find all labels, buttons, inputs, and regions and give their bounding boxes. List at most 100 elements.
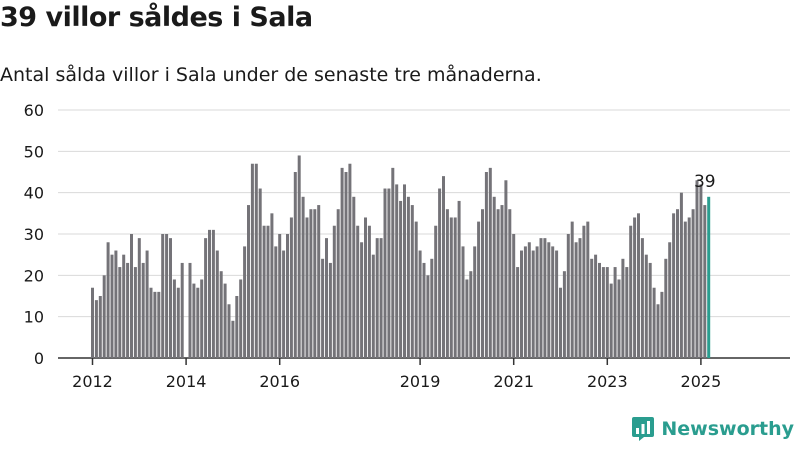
- bar: [656, 304, 660, 358]
- bar: [570, 221, 574, 358]
- bar: [590, 258, 594, 358]
- bar: [703, 205, 707, 358]
- bar: [484, 172, 488, 358]
- bar: [169, 238, 172, 358]
- bar: [102, 275, 106, 358]
- bar: [161, 234, 165, 358]
- bar: [594, 254, 598, 358]
- bar: [286, 234, 289, 358]
- bar: [559, 287, 562, 358]
- bar: [691, 209, 695, 358]
- bar: [200, 279, 204, 358]
- bar: [247, 205, 250, 358]
- bar: [149, 287, 153, 358]
- bar: [555, 250, 559, 358]
- bar: [406, 196, 410, 358]
- bar: [562, 271, 566, 358]
- bar: [98, 296, 102, 358]
- bar: [617, 279, 621, 358]
- bar: [637, 213, 640, 358]
- bar: [348, 163, 352, 358]
- bar: [344, 172, 348, 358]
- brand-label: Newsworthy: [661, 418, 794, 440]
- bar: [500, 205, 504, 358]
- y-tick-label: 40: [24, 184, 44, 203]
- bar: [172, 279, 176, 358]
- bar: [360, 242, 364, 358]
- bar: [289, 217, 293, 358]
- bar: [551, 246, 555, 358]
- bar: [328, 262, 332, 358]
- bar: [266, 225, 270, 358]
- bar: [219, 271, 223, 358]
- bar: [676, 209, 679, 358]
- bar: [192, 283, 196, 358]
- bar: [153, 291, 157, 358]
- y-axis-ticks: 0 10 20 30 40 50 60: [24, 101, 44, 368]
- bar: [208, 229, 211, 358]
- y-tick-label: 20: [24, 266, 44, 285]
- bar: [492, 196, 496, 358]
- bar: [176, 287, 180, 358]
- bar: [114, 250, 118, 358]
- bar: [282, 250, 286, 358]
- brand: Newsworthy: [631, 416, 794, 442]
- bar: [305, 217, 309, 358]
- bar: [683, 221, 687, 358]
- bar: [566, 234, 570, 358]
- bar: [141, 262, 145, 358]
- bar: [196, 287, 200, 358]
- bar: [629, 225, 633, 358]
- page-subtitle: Antal sålda villor i Sala under de senas…: [0, 64, 542, 86]
- bar: [367, 225, 371, 358]
- x-tick-label: 2021: [493, 372, 534, 391]
- bar: [601, 267, 605, 358]
- bar: [543, 238, 547, 358]
- bar: [145, 250, 149, 358]
- bar: [578, 238, 582, 358]
- bar: [336, 209, 340, 358]
- bar: [449, 217, 453, 358]
- bar: [496, 209, 500, 358]
- bar: [640, 238, 644, 358]
- x-tick-label: 2019: [400, 372, 441, 391]
- bar: [325, 238, 328, 358]
- bar: [321, 258, 325, 358]
- bar: [574, 242, 578, 358]
- latest-value-label: 39: [694, 172, 716, 192]
- bar: [157, 291, 161, 358]
- bar-latest: [707, 196, 711, 358]
- bar: [309, 209, 313, 358]
- bar: [356, 225, 360, 358]
- bar: [313, 209, 317, 358]
- y-tick-label: 10: [24, 308, 44, 327]
- bar: [301, 196, 305, 358]
- bar: [274, 246, 278, 358]
- bar: [434, 225, 438, 358]
- bars: [91, 155, 711, 358]
- annotations: 39: [694, 172, 716, 192]
- bar: [211, 229, 215, 358]
- bar: [371, 254, 375, 358]
- bar: [531, 250, 535, 358]
- y-tick-label: 30: [24, 225, 44, 244]
- bar: [488, 167, 492, 358]
- bar: [609, 283, 613, 358]
- bar: [383, 188, 387, 358]
- bar: [258, 188, 262, 358]
- bar: [270, 213, 274, 358]
- bar: [652, 287, 656, 358]
- bar: [445, 209, 449, 358]
- bar: [644, 254, 648, 358]
- bar: [239, 279, 243, 358]
- bar: [122, 254, 126, 358]
- bar: [695, 180, 699, 358]
- bar: [254, 163, 258, 358]
- bar: [461, 246, 465, 358]
- bar: [391, 167, 395, 358]
- x-tick-label: 2016: [259, 372, 300, 391]
- bar: [395, 184, 399, 358]
- bar: [582, 225, 586, 358]
- bar: [414, 221, 418, 358]
- bar: [215, 250, 219, 358]
